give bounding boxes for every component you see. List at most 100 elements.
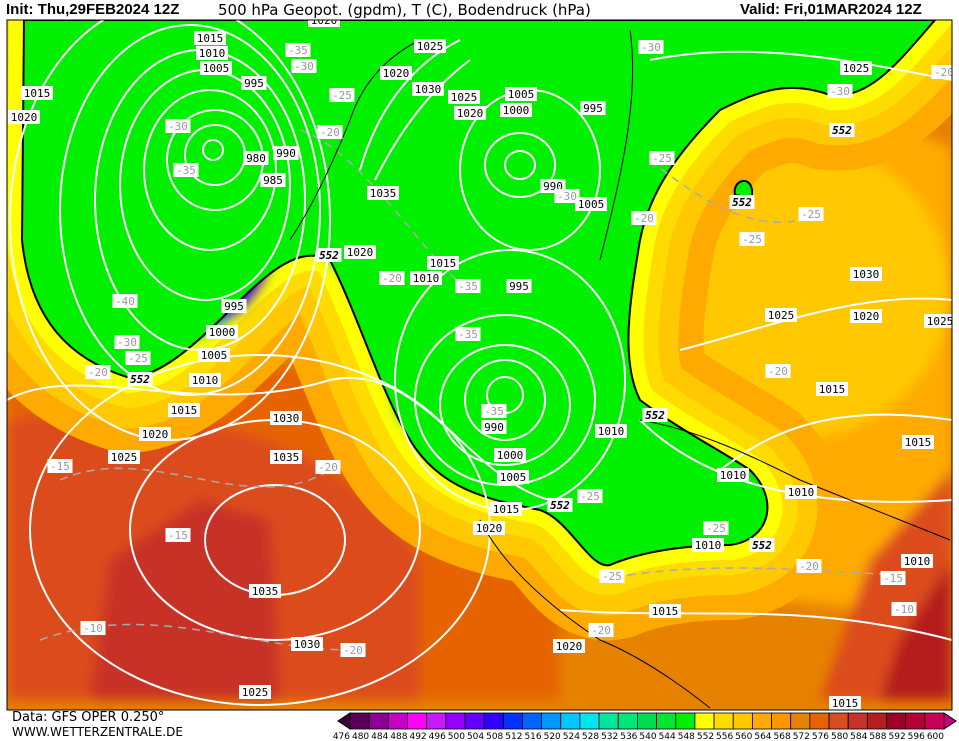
svg-text:1000: 1000 (209, 326, 236, 339)
svg-text:995: 995 (583, 102, 603, 115)
colorbar-label: 584 (850, 732, 867, 741)
svg-text:1005: 1005 (201, 349, 228, 362)
svg-text:-15: -15 (168, 529, 188, 542)
colorbar-label: 572 (793, 732, 810, 741)
svg-text:552: 552 (645, 409, 665, 422)
colorbar-swatch (502, 712, 523, 730)
svg-text:1020: 1020 (11, 111, 38, 124)
svg-text:1030: 1030 (853, 268, 880, 281)
isobar-label: 980 (243, 151, 269, 165)
colorbar-label: 512 (505, 732, 522, 741)
isobar-label: 1035 (367, 186, 399, 200)
colorbar-label: 504 (467, 732, 484, 741)
isotherm-label: -35 (455, 327, 481, 341)
svg-text:1030: 1030 (415, 83, 442, 96)
isobar-label: 1010 (692, 538, 724, 552)
isobar-label: 1020 (308, 20, 340, 27)
coastlines (289, 29, 951, 709)
svg-text:1005: 1005 (203, 62, 230, 75)
svg-text:-35: -35 (458, 280, 478, 293)
colorbar-label: 560 (735, 732, 752, 741)
colorbar-swatch (924, 712, 945, 730)
svg-text:-15: -15 (50, 460, 70, 473)
isobar-label: 1000 (500, 103, 532, 117)
colorbar-label: 592 (889, 732, 906, 741)
colorbar-swatch (694, 712, 715, 730)
isotherm-label: -30 (638, 40, 664, 54)
svg-text:1015: 1015 (493, 503, 520, 516)
colorbar-label: 496 (429, 732, 446, 741)
isobar-label: 995 (506, 279, 532, 293)
svg-text:1015: 1015 (24, 87, 51, 100)
isobar-label: 1010 (196, 46, 228, 60)
colorbar-swatch (349, 712, 370, 730)
isobar-label: 1025 (840, 61, 872, 75)
colorbar-swatch (656, 712, 677, 730)
geopotential-label: 552 (749, 538, 775, 552)
colorbar-swatch (598, 712, 619, 730)
isotherm-label: -25 (703, 521, 729, 535)
svg-text:1005: 1005 (578, 198, 605, 211)
colorbar-label: 480 (352, 732, 369, 741)
colorbar-label: 576 (812, 732, 829, 741)
colorbar-swatch (732, 712, 753, 730)
geopotential-label: 552 (729, 195, 755, 209)
isobar-label: 1005 (200, 61, 232, 75)
isotherm-label: -10 (891, 602, 917, 616)
map-title: 500 hPa Geopot. (gpdm), T (C), Bodendruc… (218, 1, 591, 19)
svg-text:1025: 1025 (768, 309, 795, 322)
svg-text:-35: -35 (176, 164, 196, 177)
svg-text:980: 980 (246, 152, 266, 165)
svg-text:1020: 1020 (476, 522, 503, 535)
svg-text:-20: -20 (382, 272, 402, 285)
isobar-label: 1025 (924, 314, 952, 328)
isotherm-label: -15 (165, 528, 191, 542)
colorbar-label: 516 (524, 732, 541, 741)
svg-text:1020: 1020 (347, 246, 374, 259)
svg-text:1000: 1000 (503, 104, 530, 117)
isobar-label: 1000 (206, 325, 238, 339)
isobar-label: 1005 (497, 470, 529, 484)
svg-text:-40: -40 (115, 295, 135, 308)
svg-text:1035: 1035 (273, 451, 300, 464)
svg-text:995: 995 (509, 280, 529, 293)
svg-text:-20: -20 (318, 461, 338, 474)
svg-text:-30: -30 (294, 60, 314, 73)
colorbar-swatch (522, 712, 543, 730)
colorbar-label: 500 (448, 732, 465, 741)
colorbar-under-arrow (337, 712, 351, 730)
isobar-label: 985 (260, 173, 286, 187)
website-url[interactable]: WWW.WETTERZENTRALE.DE (12, 725, 183, 739)
svg-text:-20: -20 (343, 644, 363, 657)
svg-text:-15: -15 (883, 572, 903, 585)
isotherm-label: -40 (112, 294, 138, 308)
isobar-label: 990 (273, 146, 299, 160)
isotherm-label: -20 (765, 364, 791, 378)
colorbar-label: 568 (774, 732, 791, 741)
svg-text:1000: 1000 (497, 449, 524, 462)
colorbar-swatch (751, 712, 772, 730)
isotherm-label: -25 (599, 569, 625, 583)
colorbar-label: 520 (544, 732, 561, 741)
closed-552-contour (733, 180, 753, 200)
colorbar-swatch (886, 712, 907, 730)
isotherm-label: -20 (931, 65, 952, 79)
svg-text:1010: 1010 (199, 47, 226, 60)
colorbar-swatch (617, 712, 638, 730)
isobar-label: 1020 (850, 309, 882, 323)
geopotential-label: 552 (642, 408, 668, 422)
isobar-label: 1010 (595, 424, 627, 438)
isobar-label: 1030 (850, 267, 882, 281)
colorbar-swatch (445, 712, 466, 730)
svg-text:1015: 1015 (905, 436, 932, 449)
isotherm-label: -25 (798, 207, 824, 221)
colorbar-label: 536 (620, 732, 637, 741)
isobar-label: 1015 (829, 696, 861, 710)
colorbar-label: 580 (831, 732, 848, 741)
isobar-label: 1010 (717, 468, 749, 482)
svg-text:1030: 1030 (273, 412, 300, 425)
svg-text:1015: 1015 (171, 404, 198, 417)
isobar-label: 990 (481, 420, 507, 434)
svg-text:1015: 1015 (430, 257, 457, 270)
isobar-label: 1015 (816, 382, 848, 396)
